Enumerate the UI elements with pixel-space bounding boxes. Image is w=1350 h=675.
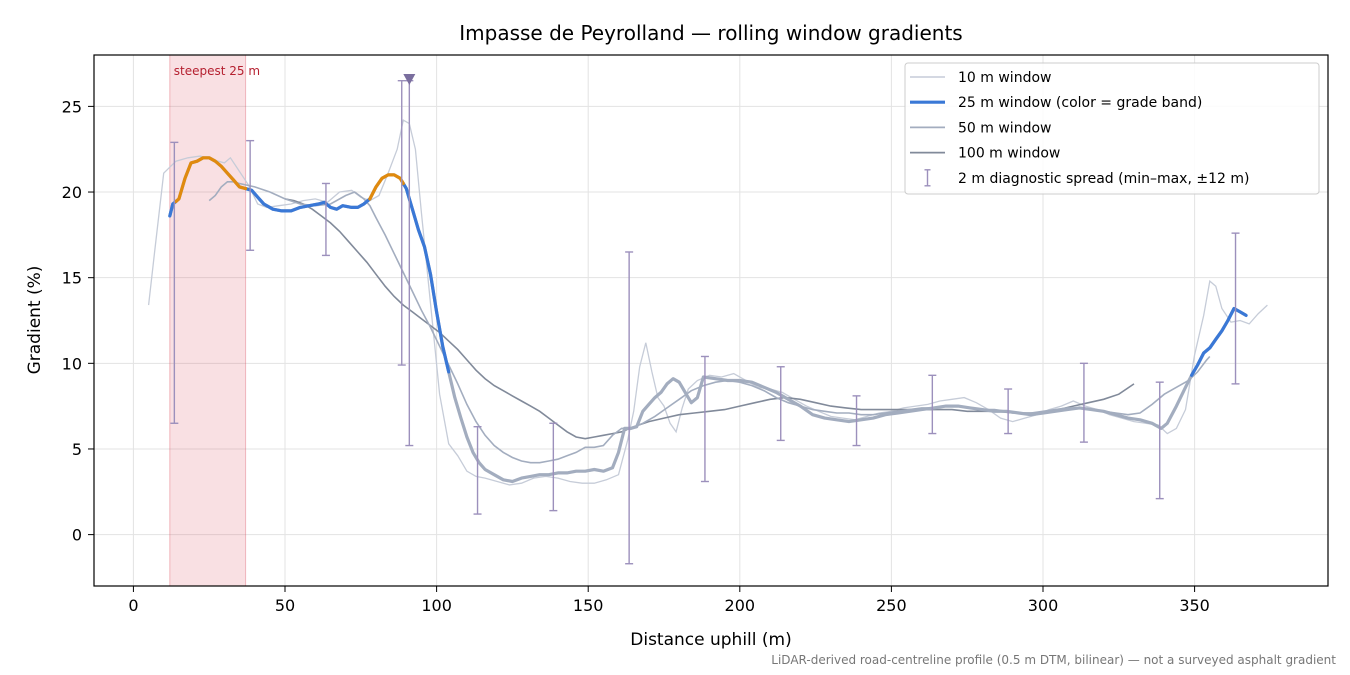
legend-label-25m: 25 m window (color = grade band) — [958, 95, 1202, 111]
plot-frame — [93, 54, 1329, 587]
spread-errorbar — [928, 374, 937, 435]
x-tick-label: 150 — [573, 596, 604, 615]
series-25m-orange-segment — [368, 173, 405, 201]
spread-errorbar — [776, 366, 785, 442]
spread-errorbar — [321, 182, 330, 257]
legend: 10 m window 25 m window (color = grade ba… — [904, 62, 1320, 195]
footnote: LiDAR-derived road-centreline profile (0… — [771, 653, 1336, 667]
spread-errorbar — [852, 395, 861, 447]
spread-errorbar — [246, 139, 255, 251]
x-tick-label: 50 — [275, 596, 295, 615]
series-25m-blue-segment — [401, 181, 451, 374]
x-axis-title: Distance uphill (m) — [630, 630, 791, 650]
x-tick-label: 200 — [725, 596, 756, 615]
peak-marker-layer — [403, 73, 416, 85]
series-100m-line — [284, 198, 1135, 440]
steepest-highlight: steepest 25 m — [169, 54, 260, 587]
diagnostic-spread-layer — [170, 79, 1240, 565]
series-layer — [147, 119, 1268, 486]
x-tick-label: 0 — [128, 596, 138, 615]
y-tick-label: 15 — [62, 269, 82, 288]
spread-errorbar — [1079, 362, 1088, 443]
spread-errorbar — [473, 426, 482, 515]
legend-label-10m: 10 m window — [958, 70, 1051, 86]
legend-label-100m: 100 m window — [958, 146, 1060, 162]
y-tick-label: 0 — [72, 526, 82, 545]
y-tick-label: 20 — [62, 183, 82, 202]
steepest-label: steepest 25 m — [174, 64, 260, 78]
spread-errorbar — [1155, 381, 1164, 500]
x-tick-label: 100 — [421, 596, 452, 615]
spread-errorbar — [625, 251, 634, 565]
peak-marker — [403, 73, 416, 85]
spread-errorbar — [1231, 232, 1240, 385]
steepest-band — [169, 54, 247, 587]
series-25m-blue-segment — [1190, 306, 1248, 377]
x-tick-label: 300 — [1028, 596, 1059, 615]
legend-label-spread: 2 m diagnostic spread (min–max, ±12 m) — [958, 171, 1249, 187]
spread-errorbar — [397, 79, 406, 366]
y-tick-label: 10 — [62, 354, 82, 373]
y-axis-title: Gradient (%) — [25, 266, 45, 375]
series-25m-orange-segment — [174, 156, 248, 204]
spread-errorbar — [1004, 388, 1013, 435]
axis-ticks: 0 50 100 150 200 250 300 350 0 5 10 15 20 25 — [62, 97, 1210, 615]
chart-title: Impasse de Peyrolland — rolling window g… — [459, 21, 962, 45]
series-25m-blue-segment — [244, 187, 372, 213]
y-tick-label: 25 — [62, 97, 82, 116]
spread-errorbar — [549, 422, 558, 512]
x-tick-label: 250 — [876, 596, 907, 615]
spread-errorbar — [700, 355, 709, 483]
x-tick-label: 350 — [1179, 596, 1210, 615]
legend-label-50m: 50 m window — [958, 120, 1051, 136]
y-tick-label: 5 — [72, 440, 82, 459]
spread-errorbar — [170, 141, 179, 424]
series-50m-line — [208, 181, 1211, 464]
legend-box — [904, 62, 1320, 195]
